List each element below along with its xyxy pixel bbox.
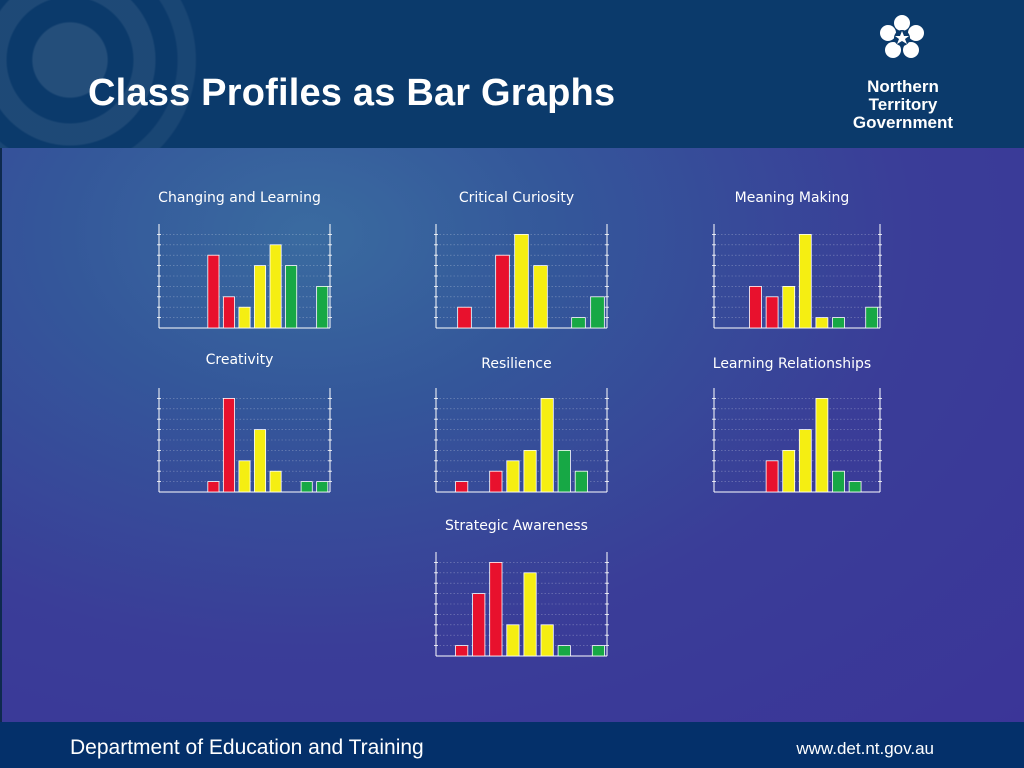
bar xyxy=(285,265,298,329)
bar xyxy=(591,645,606,657)
chart-title: Creativity xyxy=(205,352,274,368)
chart-title: Meaning Making xyxy=(734,190,850,206)
bar xyxy=(798,429,812,493)
chart-creativity: Creativity xyxy=(137,352,342,500)
chart-title: Resilience xyxy=(481,356,552,372)
bar xyxy=(574,470,588,493)
chart-title: Critical Curiosity xyxy=(458,190,575,206)
bar xyxy=(457,306,472,329)
chart-title: Strategic Awareness xyxy=(445,518,588,534)
bar xyxy=(523,572,537,657)
chart-meaning-making: Meaning Making xyxy=(692,188,892,336)
bar xyxy=(269,470,282,493)
bar xyxy=(506,460,520,493)
bar xyxy=(865,306,879,329)
chart-resilience: Resilience xyxy=(414,352,619,500)
bar xyxy=(815,317,829,329)
bar-chart-plot xyxy=(712,224,882,329)
bar xyxy=(506,624,520,657)
bar xyxy=(207,254,220,329)
bar xyxy=(557,645,571,657)
slide-header: Class Profiles as Bar Graphs Northern Te… xyxy=(0,0,1024,148)
bar xyxy=(540,624,554,657)
bar xyxy=(557,450,571,493)
bar xyxy=(316,286,329,329)
chart-learning-relationships: Learning Relationships xyxy=(692,352,892,500)
slide-footer: Department of Education and Training www… xyxy=(0,722,1024,768)
chart-title: Changing and Learning xyxy=(158,190,321,206)
bar xyxy=(222,397,235,493)
website-url: www.det.nt.gov.au xyxy=(796,739,934,758)
bar xyxy=(238,306,251,329)
logo-line-3: Government xyxy=(852,113,954,132)
bar xyxy=(222,296,235,329)
bar xyxy=(254,429,267,493)
bar xyxy=(207,481,220,493)
bar xyxy=(495,254,510,329)
bar-chart-plot xyxy=(434,224,609,329)
decorative-swirl xyxy=(0,0,200,148)
bar xyxy=(514,233,529,329)
bar xyxy=(300,481,313,493)
chart-critical-curiosity: Critical Curiosity xyxy=(414,188,619,336)
chart-changing-and-learning: Changing and Learning xyxy=(137,188,342,336)
logo-line-1: Northern xyxy=(867,77,939,96)
bar xyxy=(523,450,537,493)
flower-logo-icon xyxy=(880,15,924,58)
bar xyxy=(832,317,845,329)
bar xyxy=(798,233,812,329)
bar-chart-plot xyxy=(157,388,332,493)
bar xyxy=(832,470,845,493)
bar xyxy=(765,296,779,329)
bar xyxy=(782,286,796,329)
bar xyxy=(571,317,586,329)
bar xyxy=(533,265,548,329)
chart-area: Changing and Learning Critical Curiosity… xyxy=(0,148,1024,722)
nt-government-logo: Northern Territory Government xyxy=(838,14,978,136)
slide-title: Class Profiles as Bar Graphs xyxy=(88,72,616,114)
chart-strategic-awareness: Strategic Awareness xyxy=(414,516,619,664)
bar xyxy=(765,460,779,493)
chart-title: Learning Relationships xyxy=(712,356,872,372)
bar xyxy=(316,481,329,493)
bar xyxy=(540,397,554,493)
bar xyxy=(455,481,469,493)
department-name: Department of Education and Training xyxy=(70,736,424,759)
bar xyxy=(782,450,796,493)
bar-chart-plot xyxy=(712,388,882,493)
bar xyxy=(489,561,503,657)
bar-chart-plot xyxy=(434,552,609,657)
bar xyxy=(269,244,282,329)
bar xyxy=(455,645,469,657)
bar xyxy=(815,397,829,493)
logo-line-2: Territory xyxy=(868,95,938,114)
bar xyxy=(238,460,251,493)
bar xyxy=(254,265,267,329)
bar xyxy=(489,470,503,493)
bar-chart-plot xyxy=(157,224,332,329)
bar xyxy=(749,286,762,329)
bar xyxy=(590,296,605,329)
bar-chart-plot xyxy=(434,388,609,493)
bar xyxy=(472,593,486,657)
bar xyxy=(848,481,862,493)
